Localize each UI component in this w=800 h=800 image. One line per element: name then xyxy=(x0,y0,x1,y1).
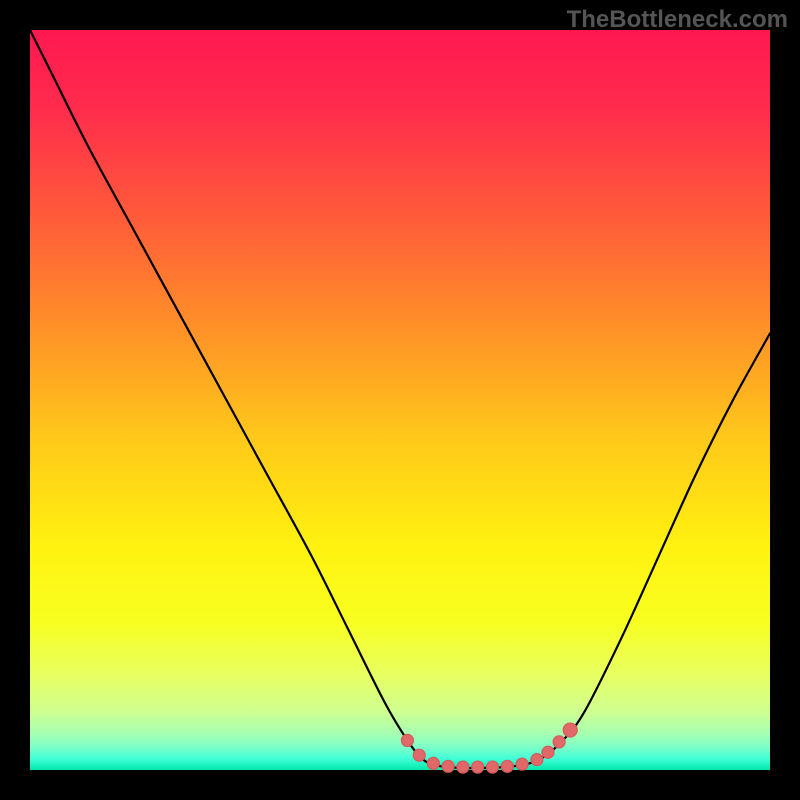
curve-marker xyxy=(413,749,425,761)
curve-marker xyxy=(553,736,565,748)
curve-marker xyxy=(516,758,528,770)
marker-group xyxy=(401,723,577,773)
curve-marker xyxy=(563,723,577,737)
watermark-text: TheBottleneck.com xyxy=(567,6,788,34)
chart-container: TheBottleneck.com xyxy=(0,0,800,800)
curve-marker xyxy=(457,761,469,773)
curve-marker xyxy=(427,757,439,769)
curve-marker xyxy=(542,746,554,758)
curve-marker xyxy=(401,734,413,746)
curve-marker xyxy=(501,760,513,772)
bottleneck-curve xyxy=(30,30,770,768)
curve-marker xyxy=(442,760,454,772)
curve-marker xyxy=(472,761,484,773)
curve-marker xyxy=(487,761,499,773)
curve-marker xyxy=(531,754,543,766)
chart-svg xyxy=(0,0,800,800)
